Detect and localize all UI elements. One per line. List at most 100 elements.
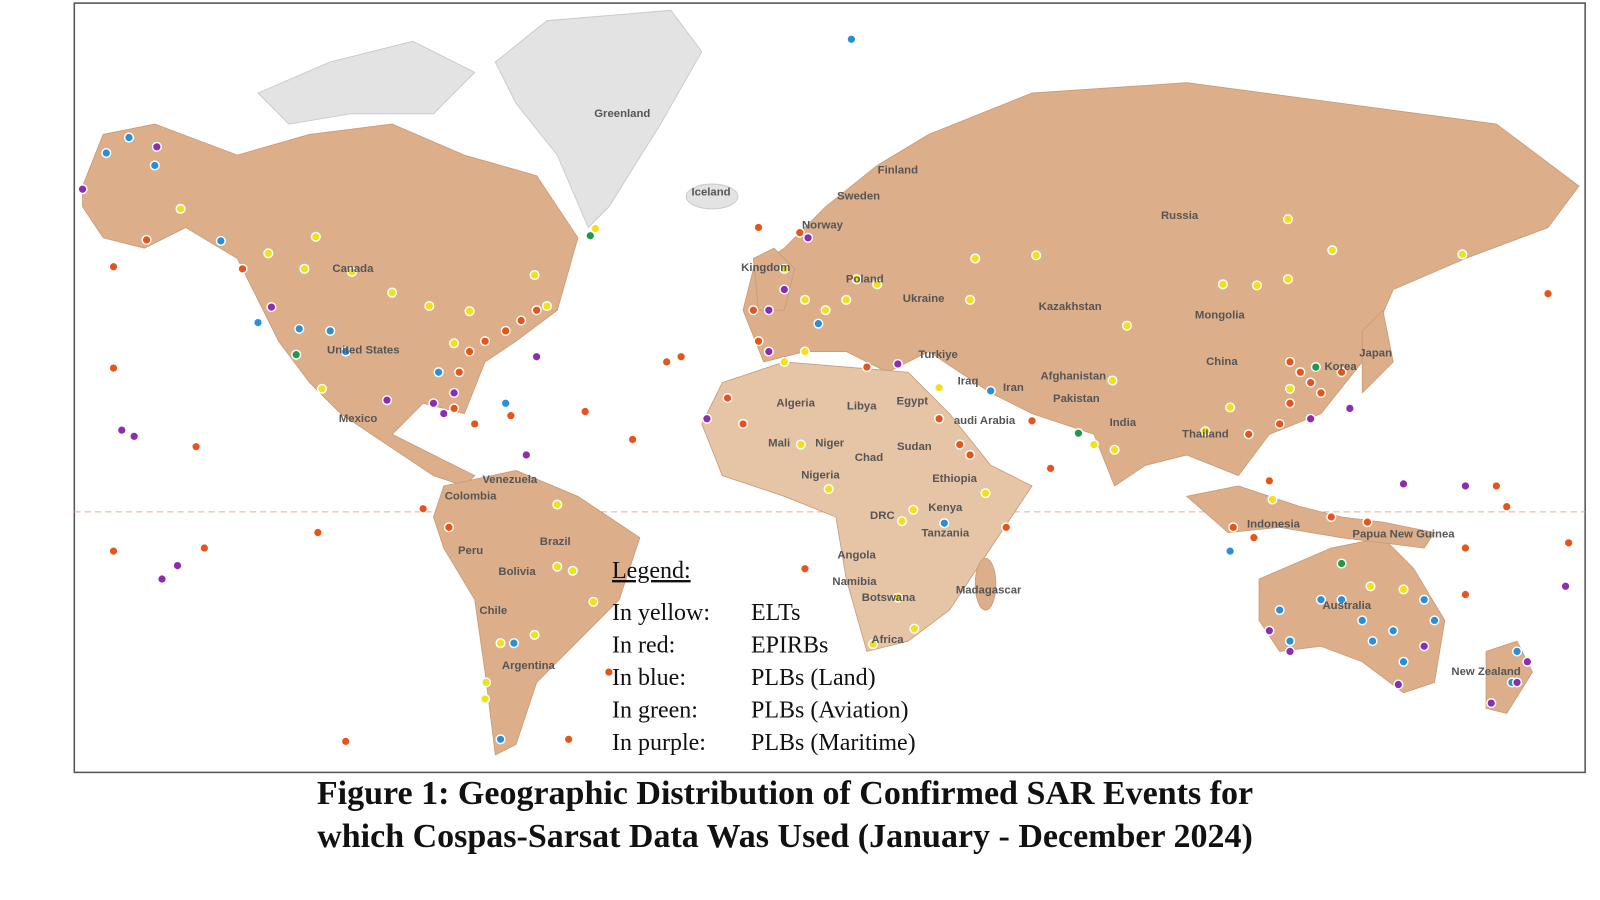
map-label: Mexico bbox=[339, 413, 378, 425]
event-dot bbox=[861, 362, 872, 373]
event-dot bbox=[1274, 604, 1285, 616]
event-dot bbox=[1107, 375, 1118, 386]
event-dot bbox=[294, 323, 305, 334]
event-dot bbox=[1460, 542, 1471, 554]
event-dot bbox=[1326, 511, 1337, 523]
event-dot bbox=[325, 325, 336, 336]
map-label: Africa bbox=[871, 634, 904, 646]
event-dot bbox=[676, 351, 687, 362]
map-label: Argentina bbox=[502, 660, 556, 672]
map-label: Indonesia bbox=[1247, 518, 1301, 530]
event-dot bbox=[1001, 522, 1012, 533]
map: Greenland Iceland Finland Sweden Norway Kingd… bbox=[73, 2, 1586, 774]
map-label: Chad bbox=[855, 452, 883, 464]
event-dot bbox=[500, 325, 511, 336]
event-dot bbox=[748, 305, 759, 316]
event-dot bbox=[266, 302, 277, 313]
event-dot bbox=[563, 734, 574, 745]
event-dot bbox=[1284, 356, 1296, 367]
map-label: Egypt bbox=[897, 395, 929, 407]
event-dot bbox=[580, 406, 591, 417]
event-dot bbox=[77, 184, 88, 195]
event-dot bbox=[381, 395, 393, 406]
map-label: Korea bbox=[1324, 361, 1357, 373]
event-dot bbox=[346, 266, 357, 278]
map-label: Angola bbox=[837, 549, 876, 561]
event-dot bbox=[851, 274, 862, 285]
map-label: Afghanistan bbox=[1040, 370, 1106, 382]
event-dot bbox=[1088, 439, 1099, 450]
event-dot bbox=[823, 484, 834, 495]
event-dot bbox=[175, 203, 186, 214]
event-dot bbox=[516, 315, 527, 326]
legend-color: In purple: bbox=[612, 730, 706, 756]
map-label: Russia bbox=[1161, 210, 1199, 222]
event-dot bbox=[1109, 444, 1120, 455]
event-dot bbox=[1336, 367, 1347, 378]
event-dot bbox=[1336, 594, 1347, 605]
event-dot bbox=[464, 346, 475, 357]
map-label: Niger bbox=[815, 438, 845, 450]
event-dot bbox=[954, 439, 965, 450]
event-dot bbox=[481, 677, 492, 688]
map-label: China bbox=[1206, 356, 1238, 368]
event-dot bbox=[1563, 537, 1574, 548]
event-dot bbox=[310, 231, 321, 242]
event-dot bbox=[1501, 501, 1512, 512]
map-label: Kazakhstan bbox=[1039, 301, 1102, 313]
event-dot bbox=[868, 639, 879, 650]
event-dot bbox=[1031, 250, 1042, 261]
event-dot bbox=[1460, 480, 1471, 492]
event-dot bbox=[846, 34, 857, 45]
event-dot bbox=[1357, 615, 1368, 626]
event-dot bbox=[252, 317, 264, 328]
event-dot bbox=[1429, 615, 1440, 626]
event-dot bbox=[552, 499, 563, 510]
event-dot bbox=[505, 410, 516, 421]
event-dot bbox=[529, 629, 540, 640]
event-dot bbox=[1225, 546, 1236, 557]
event-dot bbox=[1398, 656, 1409, 667]
event-dot bbox=[892, 358, 903, 370]
event-dot bbox=[1398, 584, 1409, 595]
map-label: India bbox=[1110, 417, 1137, 429]
event-dot bbox=[872, 279, 883, 290]
event-dot bbox=[1264, 625, 1275, 636]
legend-type: PLBs (Land) bbox=[751, 665, 876, 691]
map-label: Mongolia bbox=[1195, 309, 1245, 321]
event-dot bbox=[1305, 377, 1316, 388]
event-dot bbox=[1542, 288, 1554, 299]
event-dot bbox=[1305, 413, 1316, 424]
caption-line: Figure 1: Geographic Distribution of Con… bbox=[316, 775, 1254, 812]
event-dot bbox=[567, 565, 578, 576]
map-label: Papua New Guinea bbox=[1352, 529, 1455, 541]
event-dot bbox=[387, 287, 398, 298]
map-label: Mali bbox=[768, 438, 790, 450]
event-dot bbox=[1419, 641, 1430, 652]
map-label: Bolivia bbox=[498, 566, 536, 578]
event-dot bbox=[934, 413, 945, 424]
event-dot bbox=[820, 305, 831, 316]
event-dot bbox=[479, 336, 491, 347]
event-dot bbox=[795, 439, 806, 450]
event-dot bbox=[627, 434, 638, 445]
event-dot bbox=[892, 592, 903, 603]
event-dot bbox=[149, 160, 160, 171]
map-label: Nigeria bbox=[801, 470, 840, 482]
event-dot bbox=[1217, 279, 1228, 290]
event-dot bbox=[316, 383, 328, 394]
legend-color: In red: bbox=[612, 633, 675, 659]
event-dot bbox=[1511, 646, 1523, 657]
event-dot bbox=[1282, 214, 1293, 225]
event-dot bbox=[108, 363, 119, 374]
event-dot bbox=[191, 441, 202, 452]
event-dot bbox=[763, 305, 774, 316]
legend-type: PLBs (Aviation) bbox=[751, 698, 909, 724]
event-dot bbox=[1248, 532, 1259, 543]
ice bbox=[257, 9, 739, 229]
map-label: Madagascar bbox=[956, 585, 1022, 597]
map-label: Tanzania bbox=[921, 528, 969, 540]
event-dot bbox=[1251, 280, 1263, 291]
event-dot bbox=[418, 503, 429, 514]
event-dot bbox=[529, 269, 540, 281]
